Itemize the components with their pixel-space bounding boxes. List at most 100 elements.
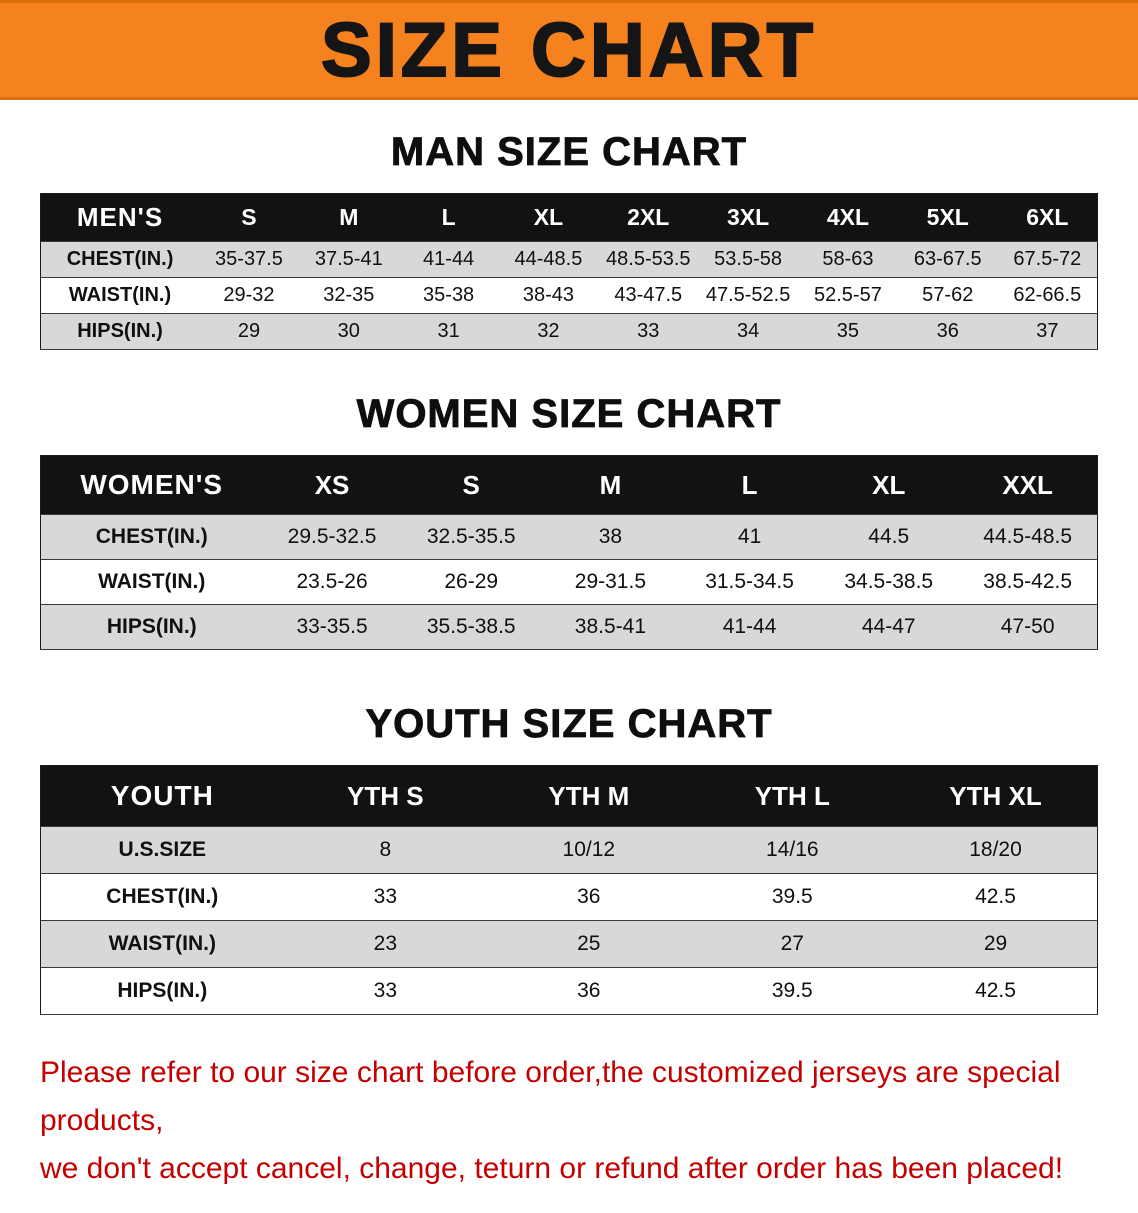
value-cell: 31 [398, 313, 499, 350]
size-header-cell: L [398, 193, 499, 242]
size-header-cell: YTH M [487, 765, 691, 827]
women-section: WOMEN SIZE CHART WOMEN'S XS S M L XL XXL CHEST(… [0, 392, 1138, 650]
value-cell: 36 [487, 873, 691, 921]
row-label-cell: HIPS(IN.) [40, 967, 284, 1015]
value-cell: 41-44 [679, 604, 820, 650]
notice-line-2: we don't accept cancel, change, teturn o… [40, 1152, 1064, 1185]
value-cell: 38-43 [498, 277, 599, 314]
size-header-cell: 2XL [598, 193, 699, 242]
size-header-cell: XL [498, 193, 599, 242]
row-label-cell: HIPS(IN.) [40, 313, 200, 350]
value-cell: 29 [199, 313, 299, 350]
size-header-cell: 3XL [698, 193, 799, 242]
table-row: WAIST(IN.) 23 25 27 29 [40, 920, 1098, 968]
table-row: HIPS(IN.) 33-35.5 35.5-38.5 38.5-41 41-44 44-… [40, 604, 1098, 650]
size-header-cell: S [401, 455, 541, 515]
women-size-table: WOMEN'S XS S M L XL XXL CHEST(IN.) 29.5-32.5 32.5… [40, 455, 1098, 650]
table-row: U.S.SIZE 8 10/12 14/16 18/20 [40, 826, 1098, 874]
value-cell: 31.5-34.5 [679, 559, 820, 605]
value-cell: 32 [498, 313, 599, 350]
value-cell: 33 [283, 873, 488, 921]
row-label-cell: CHEST(IN.) [40, 241, 200, 278]
value-cell: 43-47.5 [598, 277, 699, 314]
value-cell: 42.5 [894, 873, 1098, 921]
value-cell: 35-37.5 [199, 241, 299, 278]
value-cell: 44-47 [819, 604, 959, 650]
value-cell: 39.5 [690, 967, 895, 1015]
table-row: HIPS(IN.) 33 36 39.5 42.5 [40, 967, 1098, 1015]
value-cell: 41-44 [398, 241, 499, 278]
value-cell: 38 [540, 514, 680, 560]
men-section-heading: MAN SIZE CHART [390, 130, 748, 175]
value-cell: 35 [798, 313, 898, 350]
value-cell: 32-35 [298, 277, 399, 314]
header-row: YOUTH YTH S YTH M YTH L YTH XL [40, 765, 1098, 827]
size-header-cell: 4XL [798, 193, 898, 242]
value-cell: 29-31.5 [540, 559, 680, 605]
table-row: CHEST(IN.) 33 36 39.5 42.5 [40, 873, 1098, 921]
size-header-cell: 5XL [897, 193, 998, 242]
value-cell: 67.5-72 [997, 241, 1098, 278]
value-cell: 33-35.5 [262, 604, 402, 650]
value-cell: 48.5-53.5 [598, 241, 699, 278]
table-title-cell: YOUTH [40, 765, 284, 827]
row-label-cell: WAIST(IN.) [40, 559, 263, 605]
size-header-cell: M [298, 193, 399, 242]
value-cell: 47-50 [958, 604, 1098, 650]
value-cell: 8 [283, 826, 488, 874]
value-cell: 34.5-38.5 [819, 559, 959, 605]
value-cell: 42.5 [894, 967, 1098, 1015]
value-cell: 38.5-41 [540, 604, 680, 650]
size-header-cell: L [679, 455, 820, 515]
men-size-table: MEN'S S M L XL 2XL 3XL 4XL 5XL 6XL CHEST(IN.) 35-37… [40, 193, 1098, 350]
value-cell: 41 [679, 514, 820, 560]
youth-section: YOUTH SIZE CHART YOUTH YTH S YTH M YTH L YTH… [0, 702, 1138, 1015]
banner: SIZE CHART [0, 0, 1138, 100]
row-label-cell: HIPS(IN.) [40, 604, 263, 650]
table-row: WAIST(IN.) 29-32 32-35 35-38 38-43 43-47.5 47.… [40, 277, 1098, 314]
size-header-cell: YTH S [283, 765, 488, 827]
size-header-cell: XL [819, 455, 959, 515]
value-cell: 30 [298, 313, 399, 350]
value-cell: 44.5-48.5 [958, 514, 1098, 560]
value-cell: 23.5-26 [262, 559, 402, 605]
table-title-cell: MEN'S [40, 193, 200, 242]
row-label-cell: CHEST(IN.) [40, 514, 263, 560]
row-label-cell: WAIST(IN.) [40, 277, 200, 314]
value-cell: 44-48.5 [498, 241, 599, 278]
table-row: HIPS(IN.) 29 30 31 32 33 34 35 36 37 [40, 313, 1098, 350]
value-cell: 58-63 [798, 241, 898, 278]
value-cell: 29 [894, 920, 1098, 968]
value-cell: 63-67.5 [897, 241, 998, 278]
value-cell: 38.5-42.5 [958, 559, 1098, 605]
table-row: WAIST(IN.) 23.5-26 26-29 29-31.5 31.5-34.5 34… [40, 559, 1098, 605]
size-header-cell: XS [262, 455, 402, 515]
value-cell: 29.5-32.5 [262, 514, 402, 560]
value-cell: 34 [698, 313, 799, 350]
value-cell: 25 [487, 920, 691, 968]
order-notice: Please refer to our size chart before or… [40, 1049, 1108, 1193]
women-section-heading: WOMEN SIZE CHART [356, 392, 782, 437]
value-cell: 27 [690, 920, 895, 968]
header-row: WOMEN'S XS S M L XL XXL [40, 455, 1098, 515]
header-row: MEN'S S M L XL 2XL 3XL 4XL 5XL 6XL [40, 193, 1098, 242]
size-header-cell: S [199, 193, 299, 242]
value-cell: 35.5-38.5 [401, 604, 541, 650]
size-header-cell: M [540, 455, 680, 515]
youth-size-table: YOUTH YTH S YTH M YTH L YTH XL U.S.SIZE 8 10/12… [40, 765, 1098, 1015]
value-cell: 37 [997, 313, 1098, 350]
row-label-cell: CHEST(IN.) [40, 873, 284, 921]
value-cell: 39.5 [690, 873, 895, 921]
value-cell: 33 [283, 967, 488, 1015]
value-cell: 29-32 [199, 277, 299, 314]
value-cell: 53.5-58 [698, 241, 799, 278]
value-cell: 44.5 [819, 514, 959, 560]
value-cell: 47.5-52.5 [698, 277, 799, 314]
value-cell: 36 [897, 313, 998, 350]
value-cell: 35-38 [398, 277, 499, 314]
notice-line-1: Please refer to our size chart before or… [40, 1056, 1061, 1137]
table-row: CHEST(IN.) 35-37.5 37.5-41 41-44 44-48.5 48.5… [40, 241, 1098, 278]
value-cell: 62-66.5 [997, 277, 1098, 314]
size-header-cell: YTH XL [894, 765, 1098, 827]
